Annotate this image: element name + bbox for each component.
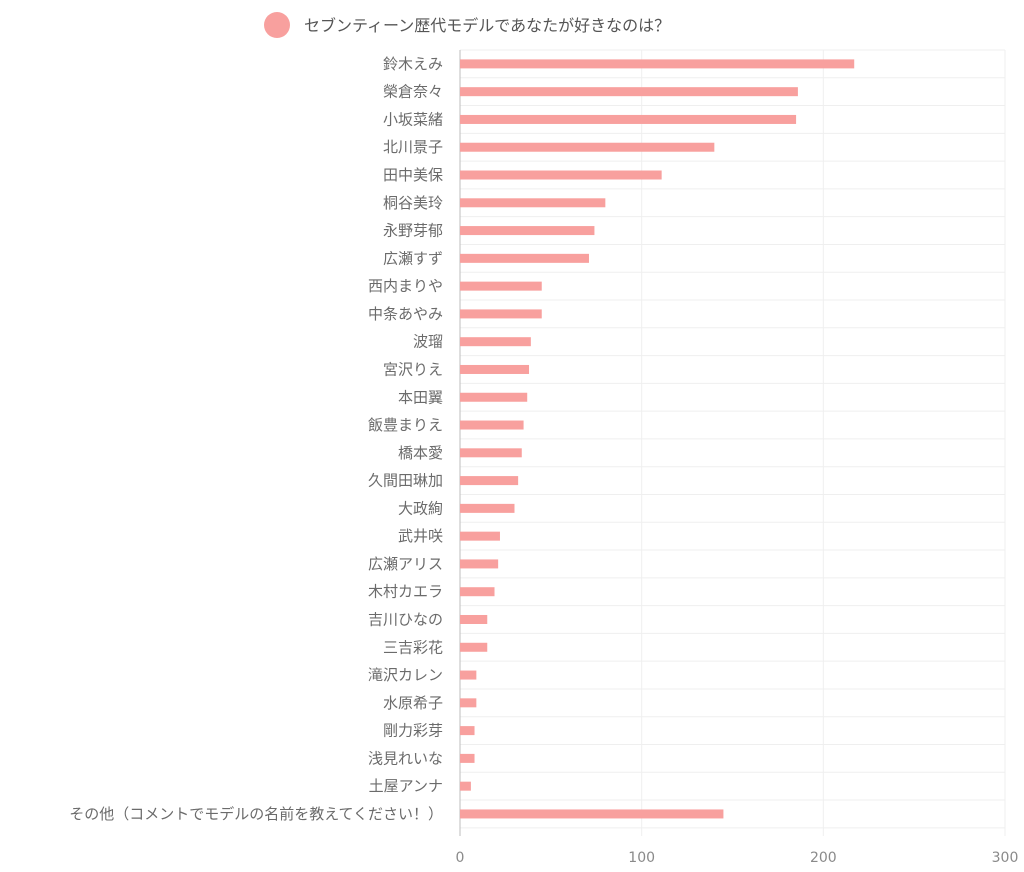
- bar: [460, 781, 471, 791]
- grid: [459, 49, 1006, 836]
- category-label: 久間田琳加: [368, 472, 443, 490]
- bar: [460, 198, 606, 208]
- category-label: 中条あやみ: [368, 305, 443, 323]
- bar: [460, 420, 524, 430]
- category-labels: 鈴木えみ榮倉奈々小坂菜緒北川景子田中美保桐谷美玲永野芽郁広瀬すず西内まりや中条あ…: [69, 55, 443, 823]
- category-label: 広瀬アリス: [368, 555, 443, 573]
- bar: [460, 364, 530, 374]
- category-label: 広瀬すず: [383, 249, 443, 267]
- category-label: 三吉彩花: [383, 638, 443, 656]
- bar: [460, 448, 522, 458]
- category-label: その他（コメントでモデルの名前を教えてください！）: [69, 805, 443, 823]
- bar: [460, 281, 542, 291]
- legend-swatch: [264, 12, 290, 38]
- category-label: 永野芽郁: [383, 222, 443, 240]
- bar: [460, 809, 724, 819]
- bar: [460, 503, 515, 513]
- category-label: 西内まりや: [368, 277, 443, 295]
- bar: [460, 142, 715, 152]
- category-label: 北川景子: [383, 138, 443, 156]
- x-tick-label: 300: [992, 850, 1019, 866]
- category-label: 木村カエラ: [368, 583, 443, 601]
- x-tick-label: 200: [810, 850, 837, 866]
- category-label: 大政絢: [398, 499, 443, 517]
- category-label: 榮倉奈々: [383, 83, 443, 101]
- bars: [460, 59, 855, 819]
- category-label: 吉川ひなの: [368, 610, 443, 628]
- category-label: 滝沢カレン: [368, 666, 443, 684]
- bar: [460, 587, 495, 597]
- category-label: 土屋アンナ: [369, 777, 443, 795]
- category-label: 水原希子: [383, 694, 443, 712]
- x-tick-label: 0: [456, 850, 465, 866]
- category-label: 宮沢りえ: [383, 360, 443, 378]
- bar: [460, 670, 477, 680]
- category-label: 波瑠: [413, 333, 443, 351]
- bar: [460, 642, 488, 652]
- category-label: 本田翼: [398, 388, 443, 406]
- bar: [460, 337, 531, 347]
- category-label: 武井咲: [398, 527, 443, 545]
- category-label: 鈴木えみ: [383, 55, 443, 73]
- bar: [460, 392, 528, 402]
- bar: [460, 253, 589, 263]
- bar: [460, 476, 519, 486]
- bar: [460, 170, 662, 180]
- legend: セブンティーン歴代モデルであなたが好きなのは？: [264, 12, 670, 38]
- bar: [460, 226, 595, 236]
- category-label: 田中美保: [383, 166, 443, 184]
- bar: [460, 698, 477, 708]
- bar: [460, 614, 488, 624]
- category-label: 飯豊まりえ: [368, 416, 443, 434]
- bar: [460, 59, 855, 69]
- bar: [460, 87, 798, 97]
- category-label: 桐谷美玲: [383, 194, 443, 212]
- category-label: 浅見れいな: [368, 749, 443, 767]
- category-label: 剛力彩芽: [383, 722, 443, 740]
- x-axis-ticks: 0 100 200 300: [456, 850, 1019, 866]
- category-label: 小坂菜緒: [383, 110, 443, 128]
- legend-label: セブンティーン歴代モデルであなたが好きなのは？: [304, 16, 670, 35]
- bar: [460, 531, 500, 541]
- bar: [460, 559, 499, 569]
- category-label: 橋本愛: [398, 444, 443, 462]
- bar: [460, 114, 797, 124]
- x-tick-label: 100: [628, 850, 655, 866]
- bar: [460, 726, 475, 736]
- bar: [460, 309, 542, 319]
- bar: [460, 753, 475, 763]
